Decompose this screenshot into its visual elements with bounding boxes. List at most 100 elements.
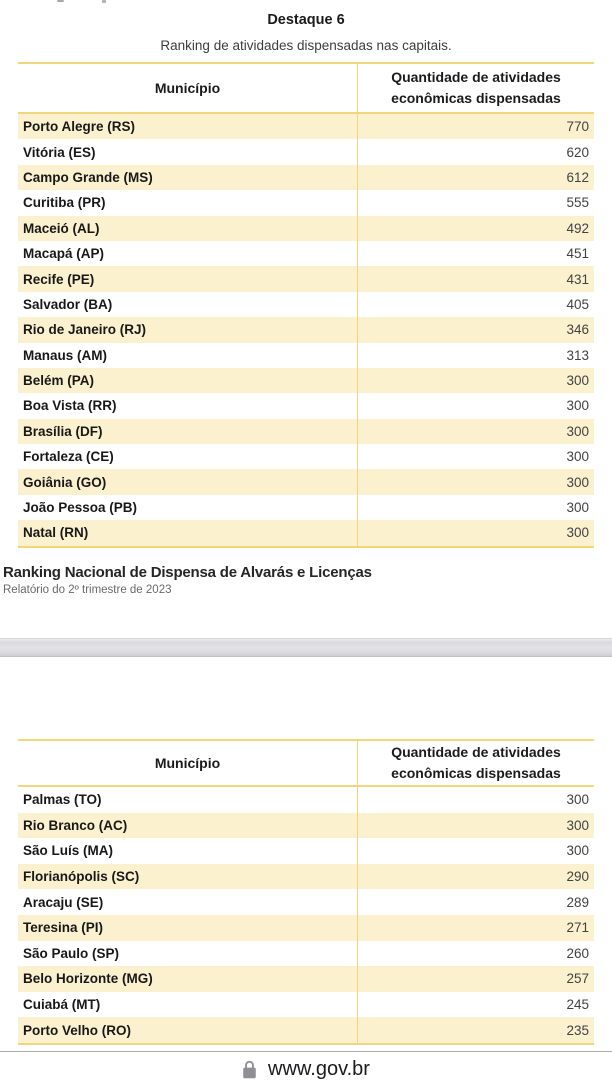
table-row: Macapá (AP) 451 (18, 240, 594, 267)
report-subtitle: Relatório do 2º trimestre de 2023 (3, 584, 172, 596)
municipality-cell: Florianópolis (SC) (23, 869, 140, 885)
quantity-cell: 300 (357, 494, 594, 521)
quantity-cell: 300 (357, 418, 594, 445)
quantity-cell: 300 (357, 812, 594, 839)
quantity-cell: 300 (357, 787, 594, 813)
quantity-cell: 300 (357, 838, 594, 864)
quantity-cell: 271 (357, 914, 594, 941)
table-row: Palmas (TO) 300 (18, 787, 594, 813)
table-row: Brasília (DF) 300 (18, 418, 594, 445)
page-separator (0, 638, 612, 657)
table-row: Rio Branco (AC) 300 (18, 812, 594, 839)
municipality-cell: Recife (PE) (23, 271, 95, 287)
quantity-cell: 245 (357, 991, 594, 1018)
quantity-cell: 313 (357, 342, 594, 368)
municipality-cell: Fortaleza (CE) (23, 449, 114, 465)
table-row: Belo Horizonte (MG) 257 (18, 966, 594, 992)
quantity-cell: 492 (357, 215, 594, 241)
table-row: Porto Velho (RO) 235 (18, 1017, 594, 1043)
table-row: Porto Alegre (RS) 770 (18, 114, 594, 140)
municipality-cell: Vitória (ES) (23, 144, 96, 160)
municipality-cell: Aracaju (SE) (23, 894, 104, 910)
page-title: Destaque 6 (267, 12, 345, 28)
table-row: Florianópolis (SC) 290 (18, 863, 594, 890)
table-header-row: Município Quantidade de atividades econô… (18, 64, 594, 114)
quantity-cell: 555 (357, 190, 594, 216)
table-row: São Paulo (SP) 260 (18, 940, 594, 967)
municipality-cell: Macapá (AP) (23, 246, 105, 262)
table-row: Recife (PE) 431 (18, 266, 594, 292)
table-row: Cuiabá (MT) 245 (18, 991, 594, 1018)
table-body: Palmas (TO) 300 Rio Branco (AC) 300 São … (18, 787, 594, 1043)
table-row: Vitória (ES) 620 (18, 139, 594, 165)
quantity-cell: 431 (357, 266, 594, 292)
municipality-cell: Goiânia (GO) (23, 474, 107, 490)
cropped-text-remnant (57, 0, 64, 2)
table-row: Goiânia (GO) 300 (18, 469, 594, 495)
capitals-ranking-table-2: Município Quantidade de atividades econô… (18, 739, 594, 1045)
municipality-cell: Belém (PA) (23, 373, 95, 389)
quantity-cell: 300 (357, 367, 594, 394)
municipality-cell: Curitiba (PR) (23, 195, 106, 211)
quantity-cell: 257 (357, 966, 594, 992)
quantity-cell: 620 (357, 139, 594, 165)
capitals-ranking-table-1: Município Quantidade de atividades econô… (18, 62, 594, 548)
quantity-cell: 300 (357, 444, 594, 470)
column-header-municipality: Município (154, 80, 221, 96)
table-body: Porto Alegre (RS) 770 Vitória (ES) 620 C… (18, 114, 594, 546)
quantity-cell: 405 (357, 291, 594, 318)
cropped-text-remnant (102, 0, 106, 3)
table-row: Fortaleza (CE) 300 (18, 444, 594, 470)
quantity-cell: 289 (357, 889, 594, 915)
table-row: Aracaju (SE) 289 (18, 889, 594, 915)
municipality-cell: Belo Horizonte (MG) (23, 971, 153, 987)
browser-url-bar[interactable]: www.gov.br (0, 1052, 612, 1087)
quantity-cell: 612 (357, 164, 594, 191)
municipality-cell: Cuiabá (MT) (23, 997, 101, 1013)
table-row: Teresina (PI) 271 (18, 914, 594, 941)
municipality-cell: Porto Velho (RO) (23, 1022, 131, 1038)
municipality-cell: Teresina (PI) (23, 920, 104, 936)
municipality-cell: Palmas (TO) (23, 792, 102, 808)
table-row: Natal (RN) 300 (18, 520, 594, 546)
municipality-cell: Porto Alegre (RS) (23, 119, 136, 135)
report-title: Ranking Nacional de Dispensa de Alvarás … (3, 564, 372, 581)
quantity-cell: 451 (357, 240, 594, 267)
table-row: Campo Grande (MS) 612 (18, 164, 594, 191)
municipality-cell: Salvador (BA) (23, 296, 113, 312)
quantity-cell: 300 (357, 469, 594, 495)
municipality-cell: Boa Vista (RR) (23, 398, 117, 414)
table-row: Boa Vista (RR) 300 (18, 393, 594, 419)
table-header-row: Município Quantidade de atividades econô… (18, 741, 594, 787)
quantity-cell: 260 (357, 940, 594, 967)
municipality-cell: Manaus (AM) (23, 347, 107, 363)
column-header-municipality: Município (154, 755, 221, 771)
table-row: Belém (PA) 300 (18, 367, 594, 394)
padlock-icon (242, 1060, 257, 1079)
municipality-cell: Brasília (DF) (23, 423, 103, 439)
page-subtitle: Ranking de atividades dispensadas nas ca… (160, 38, 452, 53)
url-text: www.gov.br (268, 1058, 370, 1080)
table-row: Rio de Janeiro (RJ) 346 (18, 317, 594, 343)
quantity-cell: 770 (357, 114, 594, 140)
table-row: Salvador (BA) 405 (18, 291, 594, 318)
municipality-cell: João Pessoa (PB) (23, 500, 138, 516)
municipality-cell: Maceió (AL) (23, 220, 100, 236)
table-row: João Pessoa (PB) 300 (18, 494, 594, 521)
table-row: São Luís (MA) 300 (18, 838, 594, 864)
viewport-divider (0, 1051, 612, 1052)
municipality-cell: Rio de Janeiro (RJ) (23, 322, 147, 338)
quantity-cell: 290 (357, 863, 594, 890)
municipality-cell: Natal (RN) (23, 525, 89, 541)
column-header-quantity: Quantidade de atividades econômicas disp… (357, 741, 594, 785)
municipality-cell: São Luís (MA) (23, 843, 113, 859)
quantity-cell: 346 (357, 317, 594, 343)
table-row: Manaus (AM) 313 (18, 342, 594, 368)
municipality-cell: Rio Branco (AC) (23, 817, 128, 833)
quantity-cell: 300 (357, 520, 594, 546)
quantity-cell: 300 (357, 393, 594, 419)
municipality-cell: Campo Grande (MS) (23, 169, 153, 185)
table-row: Maceió (AL) 492 (18, 215, 594, 241)
quantity-cell: 235 (357, 1017, 594, 1043)
